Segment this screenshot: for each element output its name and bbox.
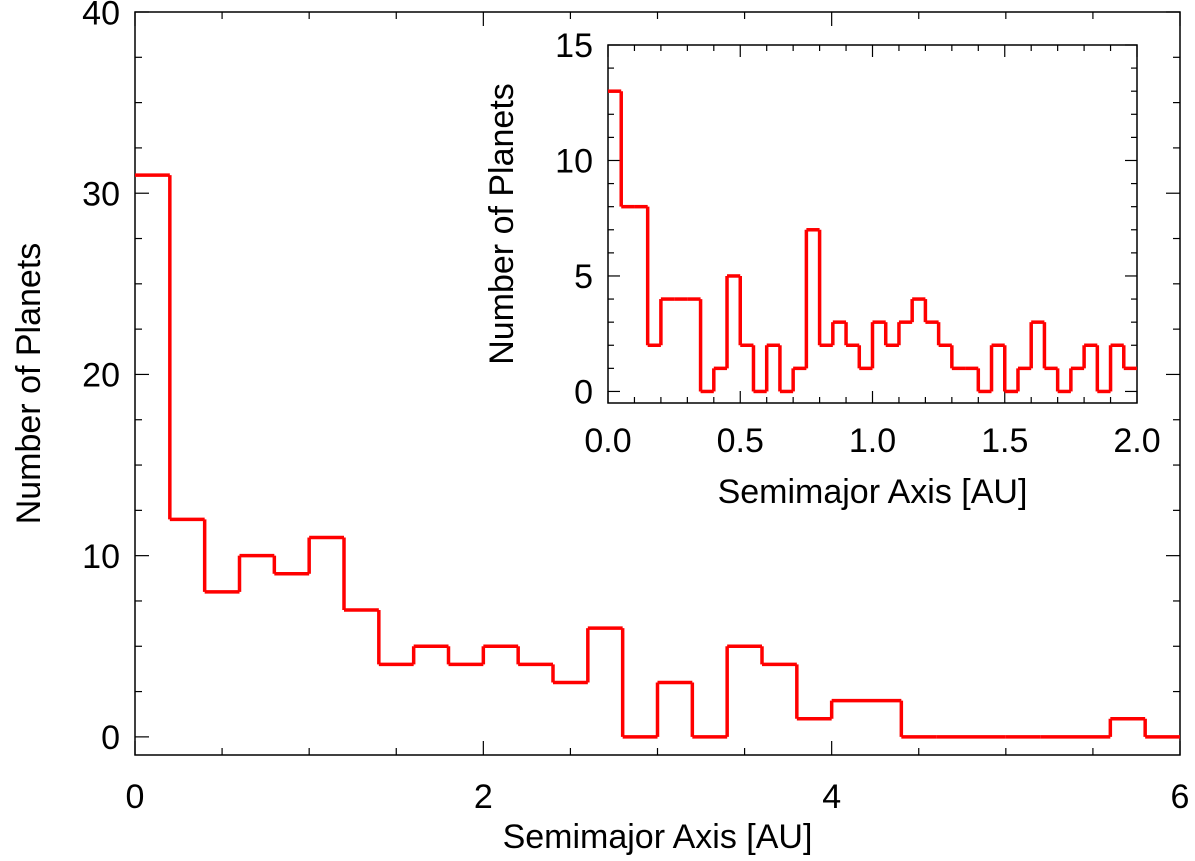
inset-histogram: 0.0 0.5 1.0 1.5 2.0 0 5 10 15 Semimajor Axis [AU]… <box>483 27 1161 511</box>
main-x-tick-label: 0 <box>126 778 145 816</box>
main-y-tick-label: 40 <box>82 0 120 32</box>
main-x-axis-title: Semimajor Axis [AU] <box>503 818 813 856</box>
main-y-axis-title: Number of Planets <box>10 243 48 525</box>
main-y-tick-label: 10 <box>82 538 120 576</box>
main-histogram: 0 2 4 6 0 10 20 30 40 Semimajor Axis [AU] Number o… <box>10 0 1189 856</box>
inset-y-tick-label: 15 <box>555 27 593 65</box>
inset-x-axis-title: Semimajor Axis [AU] <box>718 473 1028 511</box>
inset-y-axis-title: Number of Planets <box>483 83 521 365</box>
inset-y-tick-label: 0 <box>574 374 593 412</box>
main-x-tick-label: 4 <box>822 778 841 816</box>
inset-y-tick-label: 10 <box>555 143 593 181</box>
main-x-tick-label: 2 <box>474 778 493 816</box>
inset-x-tick-label: 1.0 <box>849 422 896 460</box>
inset-x-tick-label: 0.5 <box>717 422 764 460</box>
inset-y-tick-label: 5 <box>574 258 593 296</box>
main-y-tick-label: 0 <box>101 719 120 757</box>
main-y-tick-label: 20 <box>82 357 120 395</box>
inset-x-tick-label: 1.5 <box>981 422 1028 460</box>
inset-x-tick-label: 2.0 <box>1113 422 1160 460</box>
main-x-tick-label: 6 <box>1171 778 1190 816</box>
main-y-tick-label: 30 <box>82 175 120 213</box>
inset-x-tick-label: 0.0 <box>584 422 631 460</box>
